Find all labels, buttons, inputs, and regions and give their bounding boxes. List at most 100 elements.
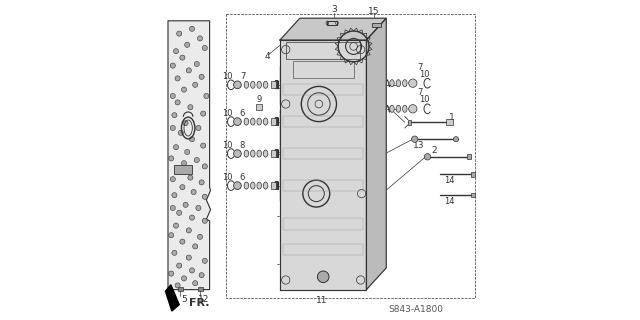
Circle shape (197, 234, 202, 239)
Text: S843-A1800: S843-A1800 (388, 305, 444, 314)
Bar (256, 104, 262, 110)
Bar (271, 81, 276, 88)
Text: 1: 1 (449, 113, 454, 122)
Circle shape (188, 105, 193, 110)
Text: 13: 13 (413, 141, 424, 150)
Circle shape (202, 218, 207, 223)
Circle shape (196, 205, 201, 211)
Circle shape (170, 63, 175, 68)
Circle shape (186, 255, 191, 260)
Ellipse shape (244, 118, 249, 125)
Circle shape (412, 136, 418, 142)
Circle shape (170, 205, 175, 211)
Ellipse shape (390, 105, 394, 112)
Circle shape (234, 150, 241, 157)
Text: 10: 10 (222, 109, 232, 118)
Circle shape (175, 100, 180, 105)
Bar (328, 21, 337, 25)
Text: 6: 6 (240, 173, 245, 182)
Circle shape (169, 271, 174, 276)
Bar (283, 244, 364, 255)
Polygon shape (366, 18, 387, 290)
Circle shape (182, 276, 187, 281)
Circle shape (191, 189, 196, 195)
Text: 2: 2 (432, 146, 437, 155)
Circle shape (195, 157, 200, 163)
Bar (471, 172, 475, 177)
Circle shape (182, 161, 187, 166)
Circle shape (186, 68, 191, 73)
Bar (292, 61, 353, 78)
Text: FR.: FR. (189, 298, 209, 308)
Text: 5: 5 (181, 295, 187, 304)
Ellipse shape (403, 105, 407, 112)
Ellipse shape (403, 80, 407, 87)
Ellipse shape (390, 80, 394, 87)
Polygon shape (280, 40, 366, 290)
Circle shape (183, 202, 188, 207)
Circle shape (184, 149, 189, 155)
Ellipse shape (244, 81, 249, 88)
Circle shape (169, 233, 174, 238)
Bar (408, 120, 412, 125)
Circle shape (199, 74, 204, 79)
Circle shape (453, 137, 458, 142)
Ellipse shape (257, 118, 262, 125)
Circle shape (189, 137, 195, 142)
Circle shape (173, 49, 179, 54)
Ellipse shape (257, 81, 262, 88)
Circle shape (199, 180, 204, 185)
Bar (271, 118, 276, 125)
Bar (471, 193, 475, 197)
Text: 7: 7 (417, 88, 422, 97)
Circle shape (234, 182, 241, 189)
Circle shape (196, 125, 201, 131)
Circle shape (173, 145, 179, 150)
Circle shape (204, 93, 209, 99)
Circle shape (234, 81, 241, 89)
Ellipse shape (244, 150, 249, 157)
Bar (447, 119, 453, 125)
Ellipse shape (250, 150, 255, 157)
Circle shape (178, 130, 184, 135)
Text: 8: 8 (240, 141, 245, 150)
Bar (283, 116, 364, 127)
Text: 10: 10 (419, 95, 430, 104)
Circle shape (202, 45, 207, 51)
Bar (174, 165, 192, 174)
Bar (467, 154, 471, 159)
Bar (178, 287, 183, 291)
Polygon shape (168, 21, 211, 290)
Ellipse shape (257, 150, 262, 157)
Circle shape (170, 125, 175, 131)
Ellipse shape (244, 182, 249, 189)
Circle shape (197, 36, 202, 41)
Circle shape (193, 244, 198, 249)
Ellipse shape (250, 182, 255, 189)
Ellipse shape (264, 150, 268, 157)
Circle shape (202, 194, 207, 199)
Text: 10: 10 (222, 72, 232, 81)
Circle shape (175, 283, 180, 288)
Circle shape (193, 82, 198, 87)
Circle shape (202, 258, 207, 263)
Text: 4: 4 (264, 52, 270, 60)
Circle shape (172, 193, 177, 198)
Circle shape (180, 55, 185, 60)
Ellipse shape (264, 118, 268, 125)
Circle shape (424, 154, 431, 160)
Text: 15: 15 (368, 7, 380, 16)
Ellipse shape (264, 81, 268, 88)
Circle shape (183, 121, 188, 126)
Circle shape (199, 273, 204, 278)
Circle shape (182, 87, 187, 92)
Circle shape (188, 175, 193, 180)
Text: 12: 12 (198, 295, 209, 304)
Circle shape (201, 111, 206, 116)
Polygon shape (165, 285, 179, 311)
Circle shape (177, 210, 182, 215)
Circle shape (189, 26, 195, 31)
Circle shape (234, 118, 241, 125)
Ellipse shape (396, 80, 401, 87)
Circle shape (201, 143, 206, 148)
